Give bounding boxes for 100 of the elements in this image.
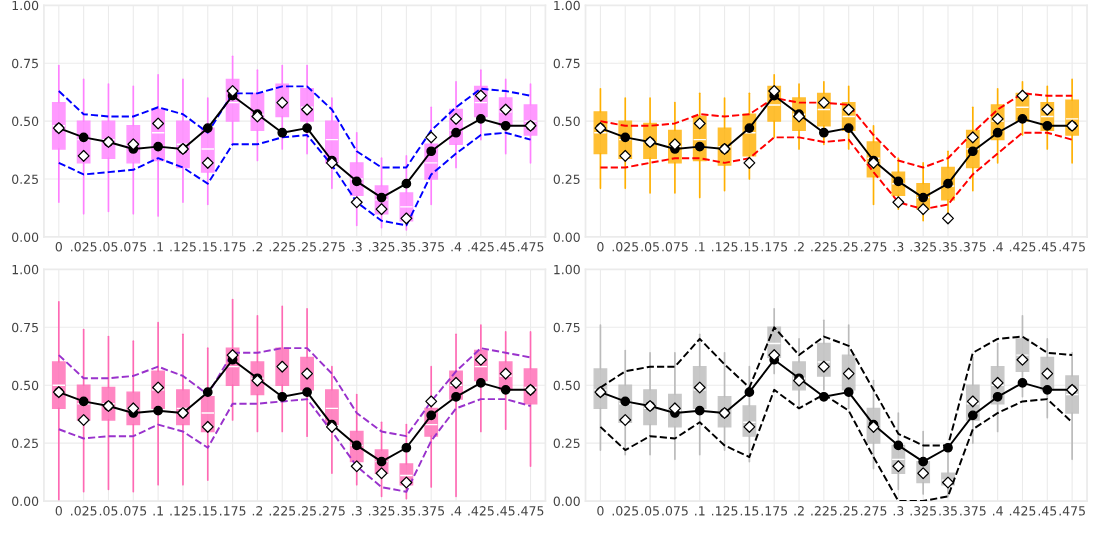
x-tick-label: .35: [939, 242, 957, 252]
x-tick-label: .075: [662, 506, 688, 516]
y-tick-label: 0.25: [553, 438, 580, 449]
x-tick-label: .3: [352, 242, 362, 252]
x-tick-label: .125: [711, 506, 738, 516]
x-tick-label: .125: [170, 242, 196, 252]
x-tick-label: .175: [761, 506, 788, 516]
y-tick-label: 0.50: [553, 380, 580, 391]
x-tick-label: .2: [794, 506, 804, 516]
x-tick-label: .225: [811, 506, 837, 516]
x-tick-label: .175: [220, 506, 246, 516]
x-tick-label: .4: [451, 242, 462, 252]
y-tick-label: 1.00: [554, 0, 580, 11]
y-tick-label: 1.00: [12, 0, 39, 11]
x-tick-label: .05: [641, 242, 659, 252]
y-tick-label: 0.75: [553, 322, 580, 333]
x-tick-label: .475: [1059, 242, 1085, 252]
x-tick-label: .25: [298, 242, 316, 252]
x-tick-label: .475: [517, 506, 544, 516]
y-tick-label: 0.25: [553, 174, 580, 184]
x-tick-label: .15: [740, 242, 759, 252]
x-tick-label: .35: [939, 506, 957, 516]
y-tick-label: 1.00: [12, 264, 39, 275]
x-tick-label: .375: [960, 506, 986, 516]
y-tick-label: 0.25: [12, 174, 38, 184]
x-tick-label: .075: [662, 242, 688, 252]
x-tick-label: 0: [597, 242, 604, 252]
x-tick-label: .175: [220, 242, 246, 252]
x-tick-label: .325: [368, 506, 395, 516]
y-tick-label: 0.00: [553, 496, 580, 506]
x-tick-label: .275: [860, 506, 887, 516]
x-tick-label: .2: [252, 506, 263, 516]
x-tick-label: .25: [840, 506, 858, 516]
x-tick-label: .2: [252, 242, 263, 252]
x-tick-label: .325: [910, 242, 936, 252]
x-tick-label: .225: [269, 506, 296, 516]
x-tick-label: .35: [397, 242, 416, 252]
x-tick-label: .125: [711, 242, 738, 252]
x-tick-label: .025: [612, 242, 639, 252]
y-tick-label: 0.75: [12, 322, 38, 333]
x-tick-label: .45: [1038, 506, 1057, 516]
y-tick-label: 0.50: [553, 116, 580, 127]
x-tick-label: .1: [153, 506, 163, 516]
x-tick-label: .1: [695, 506, 705, 516]
x-tick-label: .4: [451, 506, 462, 516]
y-tick-label: 0.50: [12, 380, 39, 391]
x-tick-label: .425: [1009, 242, 1036, 252]
y-tick-label: 0.75: [553, 58, 580, 69]
x-tick-label: .125: [170, 506, 196, 516]
x-tick-label: .35: [397, 506, 416, 516]
x-tick-label: .05: [641, 506, 659, 516]
x-tick-label: .2: [794, 242, 804, 252]
x-tick-label: .3: [352, 506, 362, 516]
x-tick-label: .375: [418, 242, 445, 252]
x-tick-label: .45: [497, 242, 515, 252]
x-tick-label: .15: [740, 506, 759, 516]
x-tick-label: .15: [199, 242, 217, 252]
x-tick-label: .3: [893, 506, 904, 516]
x-tick-label: .45: [1038, 242, 1057, 252]
y-tick-label: 0.00: [12, 232, 39, 242]
x-tick-label: .45: [497, 506, 515, 516]
x-tick-label: .475: [1059, 506, 1085, 516]
x-tick-label: .275: [860, 242, 887, 252]
x-tick-label: .275: [319, 506, 345, 516]
x-tick-label: .4: [993, 506, 1003, 516]
y-tick-label: 0.00: [12, 496, 39, 506]
x-tick-label: 0: [55, 242, 62, 252]
x-tick-label: .425: [1009, 506, 1036, 516]
x-tick-label: 0: [55, 506, 62, 516]
y-tick-label: 0.75: [12, 58, 38, 69]
x-tick-label: .025: [71, 242, 97, 252]
x-tick-label: .025: [71, 506, 97, 516]
x-tick-label: .075: [120, 506, 147, 516]
x-tick-label: 0: [597, 506, 604, 516]
x-tick-label: .425: [468, 506, 494, 516]
x-tick-label: .25: [298, 506, 316, 516]
x-tick-label: .325: [368, 242, 395, 252]
x-tick-label: .05: [99, 506, 118, 516]
y-tick-label: 1.00: [554, 264, 580, 275]
x-tick-label: .05: [99, 242, 118, 252]
x-tick-label: .225: [811, 242, 837, 252]
x-tick-label: .375: [960, 242, 986, 252]
x-tick-label: .25: [840, 242, 858, 252]
x-tick-label: .025: [612, 506, 639, 516]
x-tick-label: .15: [199, 506, 217, 516]
y-tick-label: 0.00: [553, 232, 580, 242]
x-tick-label: .3: [893, 242, 904, 252]
x-tick-label: .4: [993, 242, 1003, 252]
x-tick-label: .225: [269, 242, 296, 252]
x-tick-label: .1: [153, 242, 163, 252]
x-tick-label: .175: [761, 242, 788, 252]
y-tick-label: 0.25: [12, 438, 38, 449]
x-tick-label: .475: [517, 242, 544, 252]
x-tick-label: .375: [418, 506, 445, 516]
x-tick-label: .325: [910, 506, 936, 516]
x-tick-label: .275: [319, 242, 345, 252]
y-tick-label: 0.50: [12, 116, 39, 127]
x-tick-label: .075: [120, 242, 147, 252]
x-tick-label: .1: [695, 242, 705, 252]
x-tick-label: .425: [468, 242, 494, 252]
